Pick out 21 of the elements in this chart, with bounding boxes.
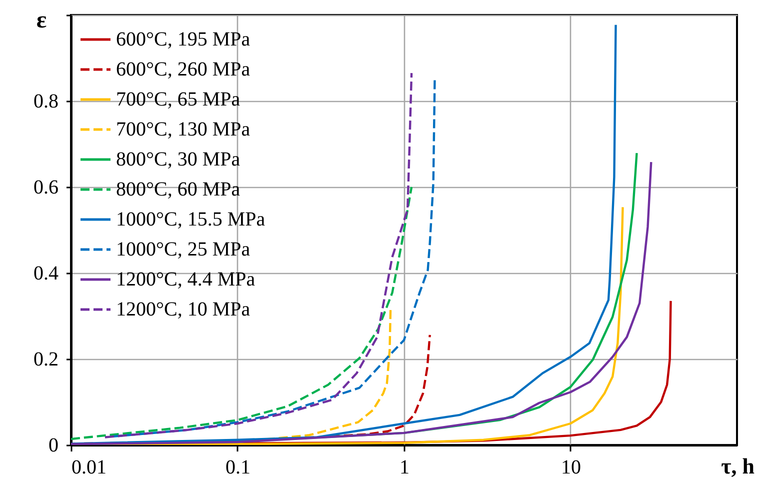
legend-label: 800°C, 60 MPa bbox=[116, 178, 240, 200]
legend-label: 1200°C, 10 MPa bbox=[116, 298, 250, 320]
x-tick-label: 1 bbox=[400, 456, 410, 478]
y-tick-label: 0.8 bbox=[34, 90, 58, 112]
x-tick-label: 0.1 bbox=[226, 456, 250, 478]
legend-label: 1000°C, 15.5 MPa bbox=[116, 208, 266, 230]
x-tick-label: 10 bbox=[561, 456, 581, 478]
legend-label: 600°C, 195 MPa bbox=[116, 28, 250, 50]
y-tick-label: 0.6 bbox=[34, 176, 58, 198]
legend-label: 800°C, 30 MPa bbox=[116, 148, 240, 170]
y-tick-label: 0.4 bbox=[34, 262, 58, 284]
legend-label: 600°C, 260 MPa bbox=[116, 58, 250, 80]
legend-label: 1200°C, 4.4 MPa bbox=[116, 268, 256, 290]
x-axis-title: τ, h bbox=[721, 454, 754, 478]
legend-label: 700°C, 65 MPa bbox=[116, 88, 240, 110]
legend-label: 1000°C, 25 MPa bbox=[116, 238, 250, 260]
y-tick-label: 0 bbox=[48, 434, 58, 456]
legend-label: 700°C, 130 MPa bbox=[116, 118, 250, 140]
y-tick-label: 0.2 bbox=[34, 348, 58, 370]
x-tick-label: 0.01 bbox=[72, 456, 106, 478]
y-axis-title: ε bbox=[36, 8, 47, 34]
